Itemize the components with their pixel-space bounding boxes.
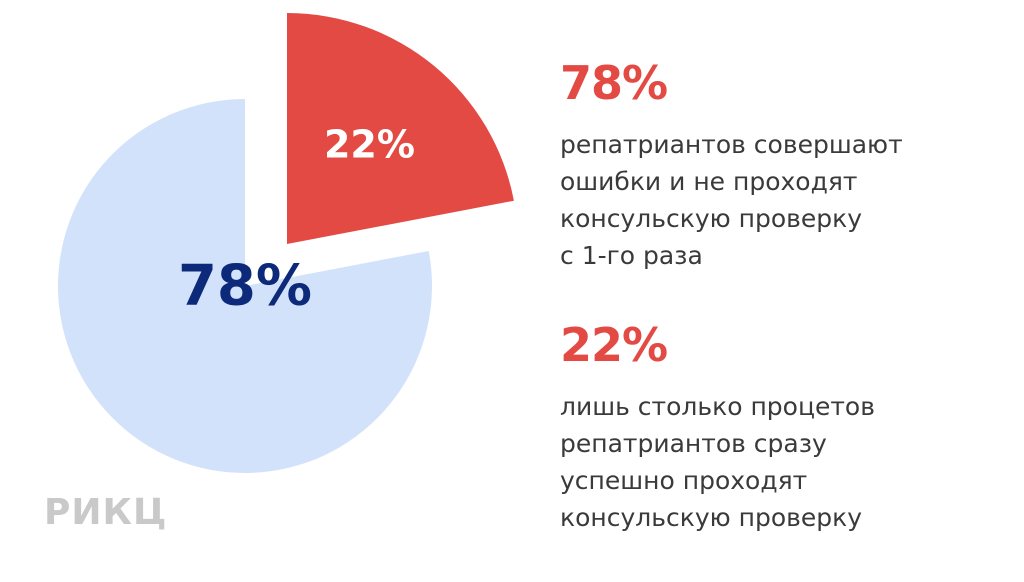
stat-description: репатриантов совершают ошибки и не прохо… — [560, 130, 903, 270]
pie-slice-label-78: 78% — [178, 254, 312, 319]
logo: РИКЦ — [44, 492, 168, 533]
pie-slice-label-22: 22% — [324, 122, 415, 166]
stat-block-78: 78% репатриантов совершают ошибки и не п… — [560, 60, 903, 274]
stat-value: 78% — [560, 56, 668, 110]
stat-description: лишь столько процетов репатриантов сразу… — [560, 392, 875, 532]
pie-slice-78 — [58, 99, 433, 474]
stat-block-22: 22% лишь столько процетов репатриантов с… — [560, 322, 875, 536]
pie-slice-22 — [287, 13, 514, 244]
pie-chart: 78% 22% — [58, 13, 514, 474]
stat-value: 22% — [560, 318, 668, 372]
